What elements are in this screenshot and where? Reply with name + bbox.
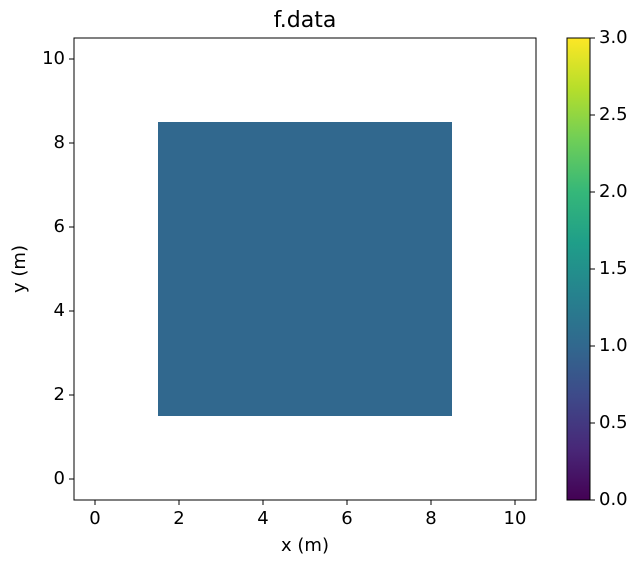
y-tick-label: 4 xyxy=(54,300,65,321)
colorbar-tick-label: 2.5 xyxy=(599,104,628,125)
colorbar-tick-label: 1.0 xyxy=(599,335,628,356)
colorbar-tick-label: 0.5 xyxy=(599,412,628,433)
y-tick-label: 8 xyxy=(54,132,65,153)
y-tick-label: 2 xyxy=(54,384,65,405)
x-tick-label: 10 xyxy=(504,508,527,529)
plot-frame xyxy=(73,37,537,501)
colorbar-tick-label: 1.5 xyxy=(599,258,628,279)
colorbar-tick-label: 2.0 xyxy=(599,181,628,202)
y-axis-label: y (m) xyxy=(9,245,30,293)
chart-title: f.data xyxy=(274,8,337,33)
colorbar-tick-label: 0.0 xyxy=(599,489,628,510)
x-tick-label: 0 xyxy=(89,508,100,529)
x-tick-label: 4 xyxy=(257,508,268,529)
x-axis-label: x (m) xyxy=(281,535,329,556)
heatmap-cell xyxy=(158,122,452,416)
y-tick-label: 0 xyxy=(54,468,65,489)
colorbar xyxy=(566,37,591,501)
x-tick-label: 6 xyxy=(341,508,352,529)
y-tick-label: 10 xyxy=(42,48,65,69)
x-tick-label: 2 xyxy=(173,508,184,529)
colorbar-tick-label: 3.0 xyxy=(599,27,628,48)
x-tick-label: 8 xyxy=(425,508,436,529)
y-tick-label: 6 xyxy=(54,216,65,237)
